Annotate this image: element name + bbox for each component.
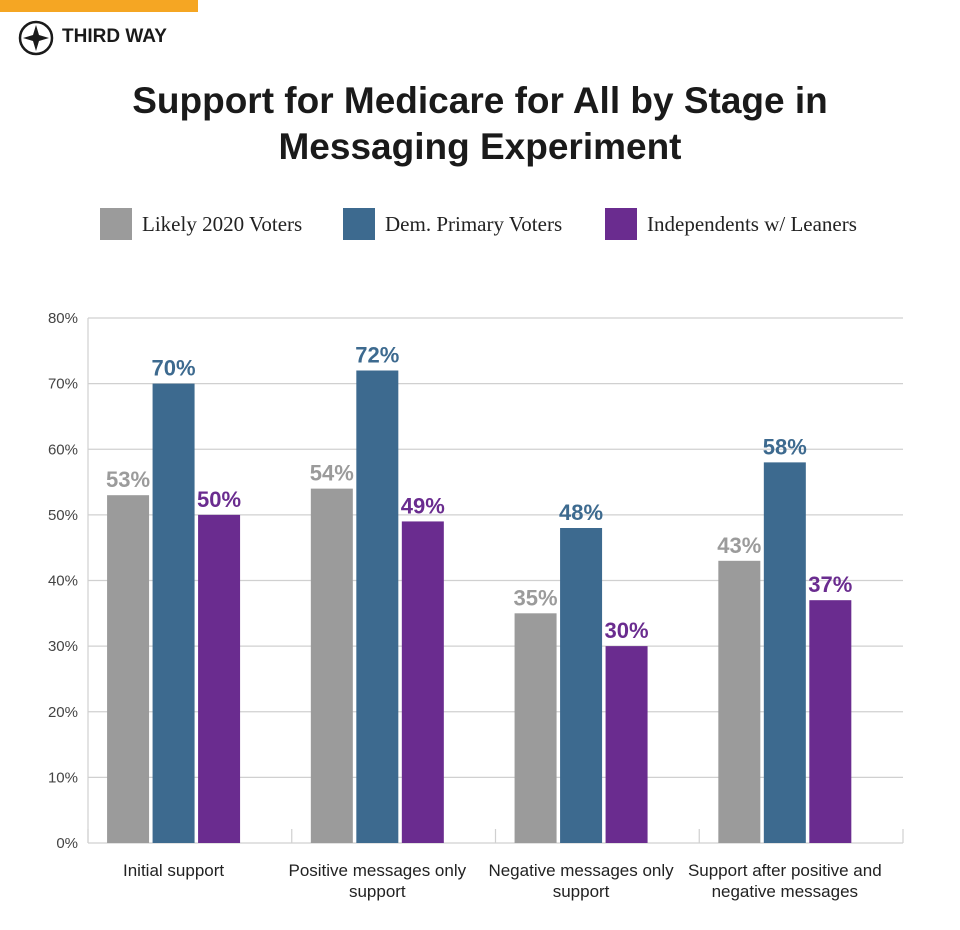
value-label: 54% <box>310 461 354 486</box>
legend-swatch <box>100 208 132 240</box>
value-label: 35% <box>514 585 558 610</box>
value-label: 37% <box>808 572 852 597</box>
legend-label: Dem. Primary Voters <box>385 211 563 236</box>
y-tick-label: 50% <box>48 507 78 524</box>
bar <box>763 462 806 843</box>
y-tick-label: 80% <box>48 310 78 327</box>
bar <box>401 521 444 843</box>
y-tick-label: 10% <box>48 769 78 786</box>
legend-label: Likely 2020 Voters <box>142 211 303 236</box>
x-tick-label: Support after positive and negative mess… <box>687 861 882 901</box>
bar <box>560 528 603 843</box>
logo <box>18 20 54 56</box>
bar <box>605 646 648 843</box>
y-tick-label: 70% <box>48 376 78 393</box>
bar <box>809 600 852 843</box>
x-tick-label: Negative messages only support <box>488 861 674 901</box>
bar <box>718 560 761 843</box>
bar <box>152 383 195 843</box>
bar <box>198 514 241 843</box>
legend-swatch <box>605 208 637 240</box>
legend-label: Independents w/ Leaners <box>647 211 857 236</box>
x-tick-label: Positive messages only support <box>288 861 467 901</box>
x-tick-label: Initial support <box>123 861 225 880</box>
chart-title: Support for Medicare for All by Stage in… <box>132 80 828 167</box>
brand: THIRD WAY <box>62 26 167 47</box>
value-label: 50% <box>197 487 241 512</box>
value-label: 43% <box>717 533 761 558</box>
y-tick-label: 0% <box>56 835 78 852</box>
y-tick-label: 40% <box>48 573 78 590</box>
bar <box>356 370 399 843</box>
y-tick-label: 30% <box>48 638 78 655</box>
y-tick-label: 60% <box>48 441 78 458</box>
legend-swatch <box>343 208 375 240</box>
value-label: 30% <box>605 618 649 643</box>
bar <box>514 613 557 843</box>
brand-bar <box>0 0 198 12</box>
value-label: 72% <box>355 343 399 368</box>
bar <box>107 495 150 843</box>
value-label: 70% <box>152 356 196 381</box>
legend-item: Independents w/ Leaners <box>605 208 857 240</box>
value-label: 48% <box>559 500 603 525</box>
value-label: 58% <box>763 434 807 459</box>
value-label: 53% <box>106 467 150 492</box>
bar <box>310 488 353 843</box>
y-tick-label: 20% <box>48 704 78 721</box>
legend-item: Dem. Primary Voters <box>343 208 562 240</box>
legend-item: Likely 2020 Voters <box>100 208 302 240</box>
value-label: 49% <box>401 493 445 518</box>
